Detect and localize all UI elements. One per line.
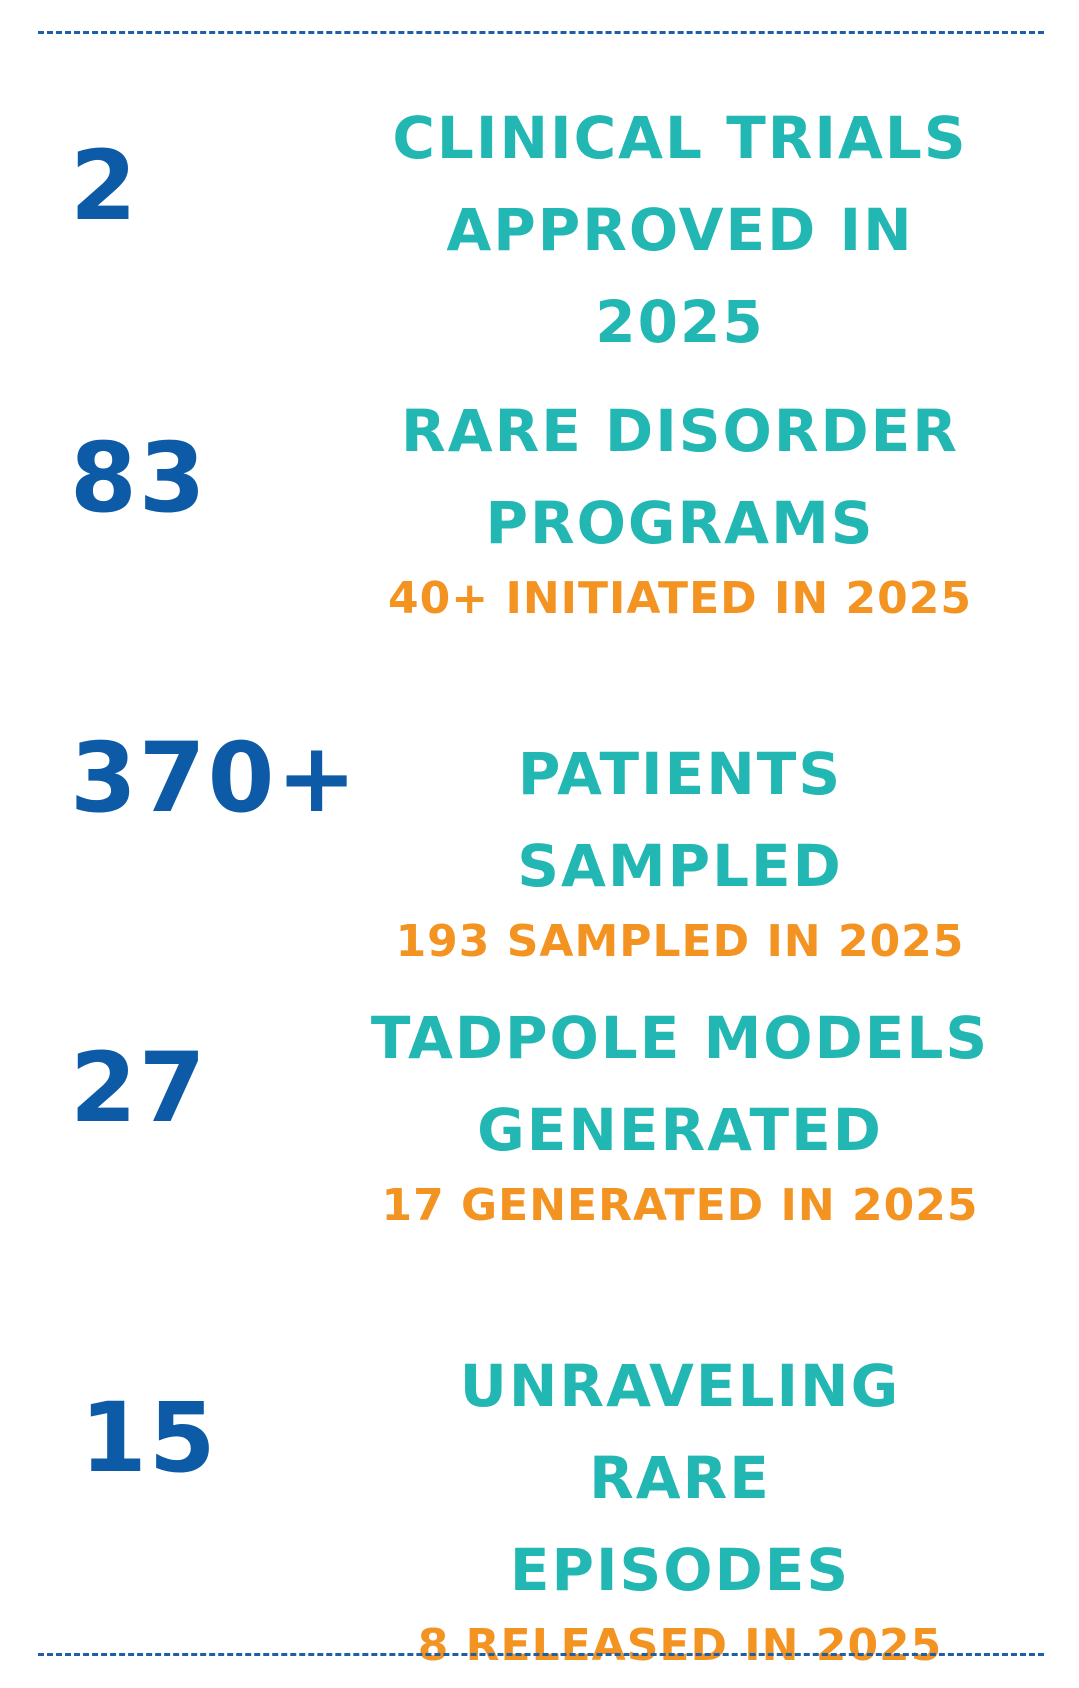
stat-description: CLINICAL TRIALS APPROVED IN 2025 [360,92,1000,368]
stat-subtitle: 193 SAMPLED IN 2025 [395,916,965,967]
stat-title-line: PATIENTS SAMPLED [517,740,843,900]
bottom-dashed-divider [38,1653,1044,1656]
stat-title-line: APPROVED IN 2025 [446,196,914,356]
stat-title-line: CLINICAL TRIALS [392,104,968,172]
stat-number: 83 [70,422,208,534]
stat-title-line: PROGRAMS [485,489,875,557]
stat-description: TADPOLE MODELS GENERATED 17 GENERATED IN… [360,992,1000,1236]
stat-title-line: UNRAVELING RARE [459,1352,901,1512]
stat-subtitle: 17 GENERATED IN 2025 [381,1180,979,1231]
stat-number: 2 [70,130,139,242]
stat-title-line: EPISODES [509,1536,851,1604]
stat-number: 370+ [70,722,359,834]
stat-description: RARE DISORDER PROGRAMS 40+ INITIATED IN … [360,385,1000,629]
stat-title-line: GENERATED [477,1096,883,1164]
stat-title-line: RARE DISORDER [401,397,959,465]
stat-description: UNRAVELING RARE EPISODES 8 RELEASED IN 2… [360,1340,1000,1676]
stat-subtitle: 8 RELEASED IN 2025 [417,1620,943,1671]
top-dashed-divider [38,31,1044,34]
stat-number: 15 [80,1382,218,1494]
stat-title-line: TADPOLE MODELS [370,1004,990,1072]
stat-description: PATIENTS SAMPLED 193 SAMPLED IN 2025 [360,728,1000,972]
stat-subtitle: 40+ INITIATED IN 2025 [388,573,972,624]
stat-number: 27 [70,1032,208,1144]
